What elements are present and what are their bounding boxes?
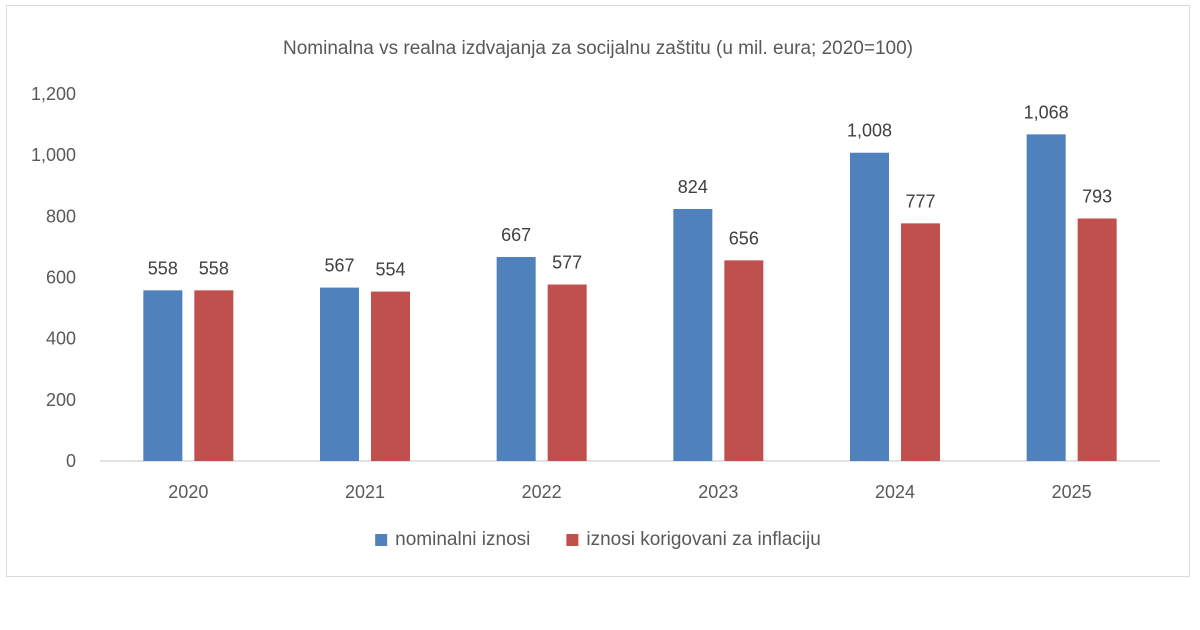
y-tick-label: 600 (46, 268, 76, 288)
bar-real-2023 (724, 260, 764, 461)
x-tick-label: 2023 (698, 482, 738, 502)
bar-nominal-2025 (1026, 134, 1066, 461)
bar-real-2020 (194, 290, 234, 461)
bar-nominal-2020 (143, 290, 183, 461)
y-tick-label: 0 (66, 451, 76, 471)
data-label-nominal-2022: 667 (501, 225, 531, 245)
bar-real-2025 (1077, 218, 1117, 461)
bar-real-2022 (547, 284, 587, 461)
y-axis-ticks: 0 200 400 600 800 1,000 1,200 (31, 84, 76, 471)
data-label-real-2021: 554 (375, 260, 405, 280)
bars (143, 134, 1117, 461)
bar-nominal-2024 (850, 152, 889, 461)
data-label-nominal-2020: 558 (148, 258, 178, 278)
x-tick-label: 2022 (522, 482, 562, 502)
y-tick-label: 200 (46, 390, 76, 410)
data-label-real-2020: 558 (199, 258, 229, 278)
y-tick-label: 400 (46, 329, 76, 349)
data-label-nominal-2023: 824 (678, 177, 708, 197)
legend: nominalni iznosi iznosi korigovani za inf… (375, 529, 821, 550)
x-tick-label: 2020 (168, 482, 208, 502)
data-label-real-2023: 656 (729, 228, 759, 248)
legend-swatch-nominal (375, 534, 388, 546)
legend-label-nominal: nominalni iznosi (395, 529, 530, 550)
data-label-nominal-2021: 567 (324, 256, 354, 276)
bar-nominal-2023 (673, 208, 713, 461)
bar-nominal-2021 (320, 287, 359, 461)
legend-label-real: iznosi korigovani za inflaciju (586, 529, 820, 550)
x-tick-label: 2021 (345, 482, 385, 502)
data-label-nominal-2025: 1,068 (1024, 102, 1069, 122)
y-tick-label: 1,000 (31, 145, 76, 165)
bar-real-2024 (901, 223, 940, 461)
bar-nominal-2022 (496, 257, 536, 461)
legend-swatch-real (566, 534, 579, 546)
data-label-real-2024: 777 (905, 191, 935, 211)
y-tick-label: 800 (46, 206, 76, 226)
data-label-real-2022: 577 (552, 253, 582, 273)
chart-title: Nominalna vs realna izdvajanja za socija… (283, 38, 913, 59)
data-label-nominal-2024: 1,008 (847, 121, 892, 141)
x-axis-ticks: 2020 2021 2022 2023 2024 2025 (168, 482, 1091, 502)
data-label-real-2025: 793 (1082, 186, 1112, 206)
x-tick-label: 2025 (1052, 482, 1092, 502)
x-tick-label: 2024 (875, 482, 915, 502)
y-tick-label: 1,200 (31, 84, 76, 104)
bar-real-2021 (371, 291, 410, 461)
data-labels: 558 558 567 554 667 577 824 656 1,008 777 1,068 793 (148, 102, 1112, 279)
